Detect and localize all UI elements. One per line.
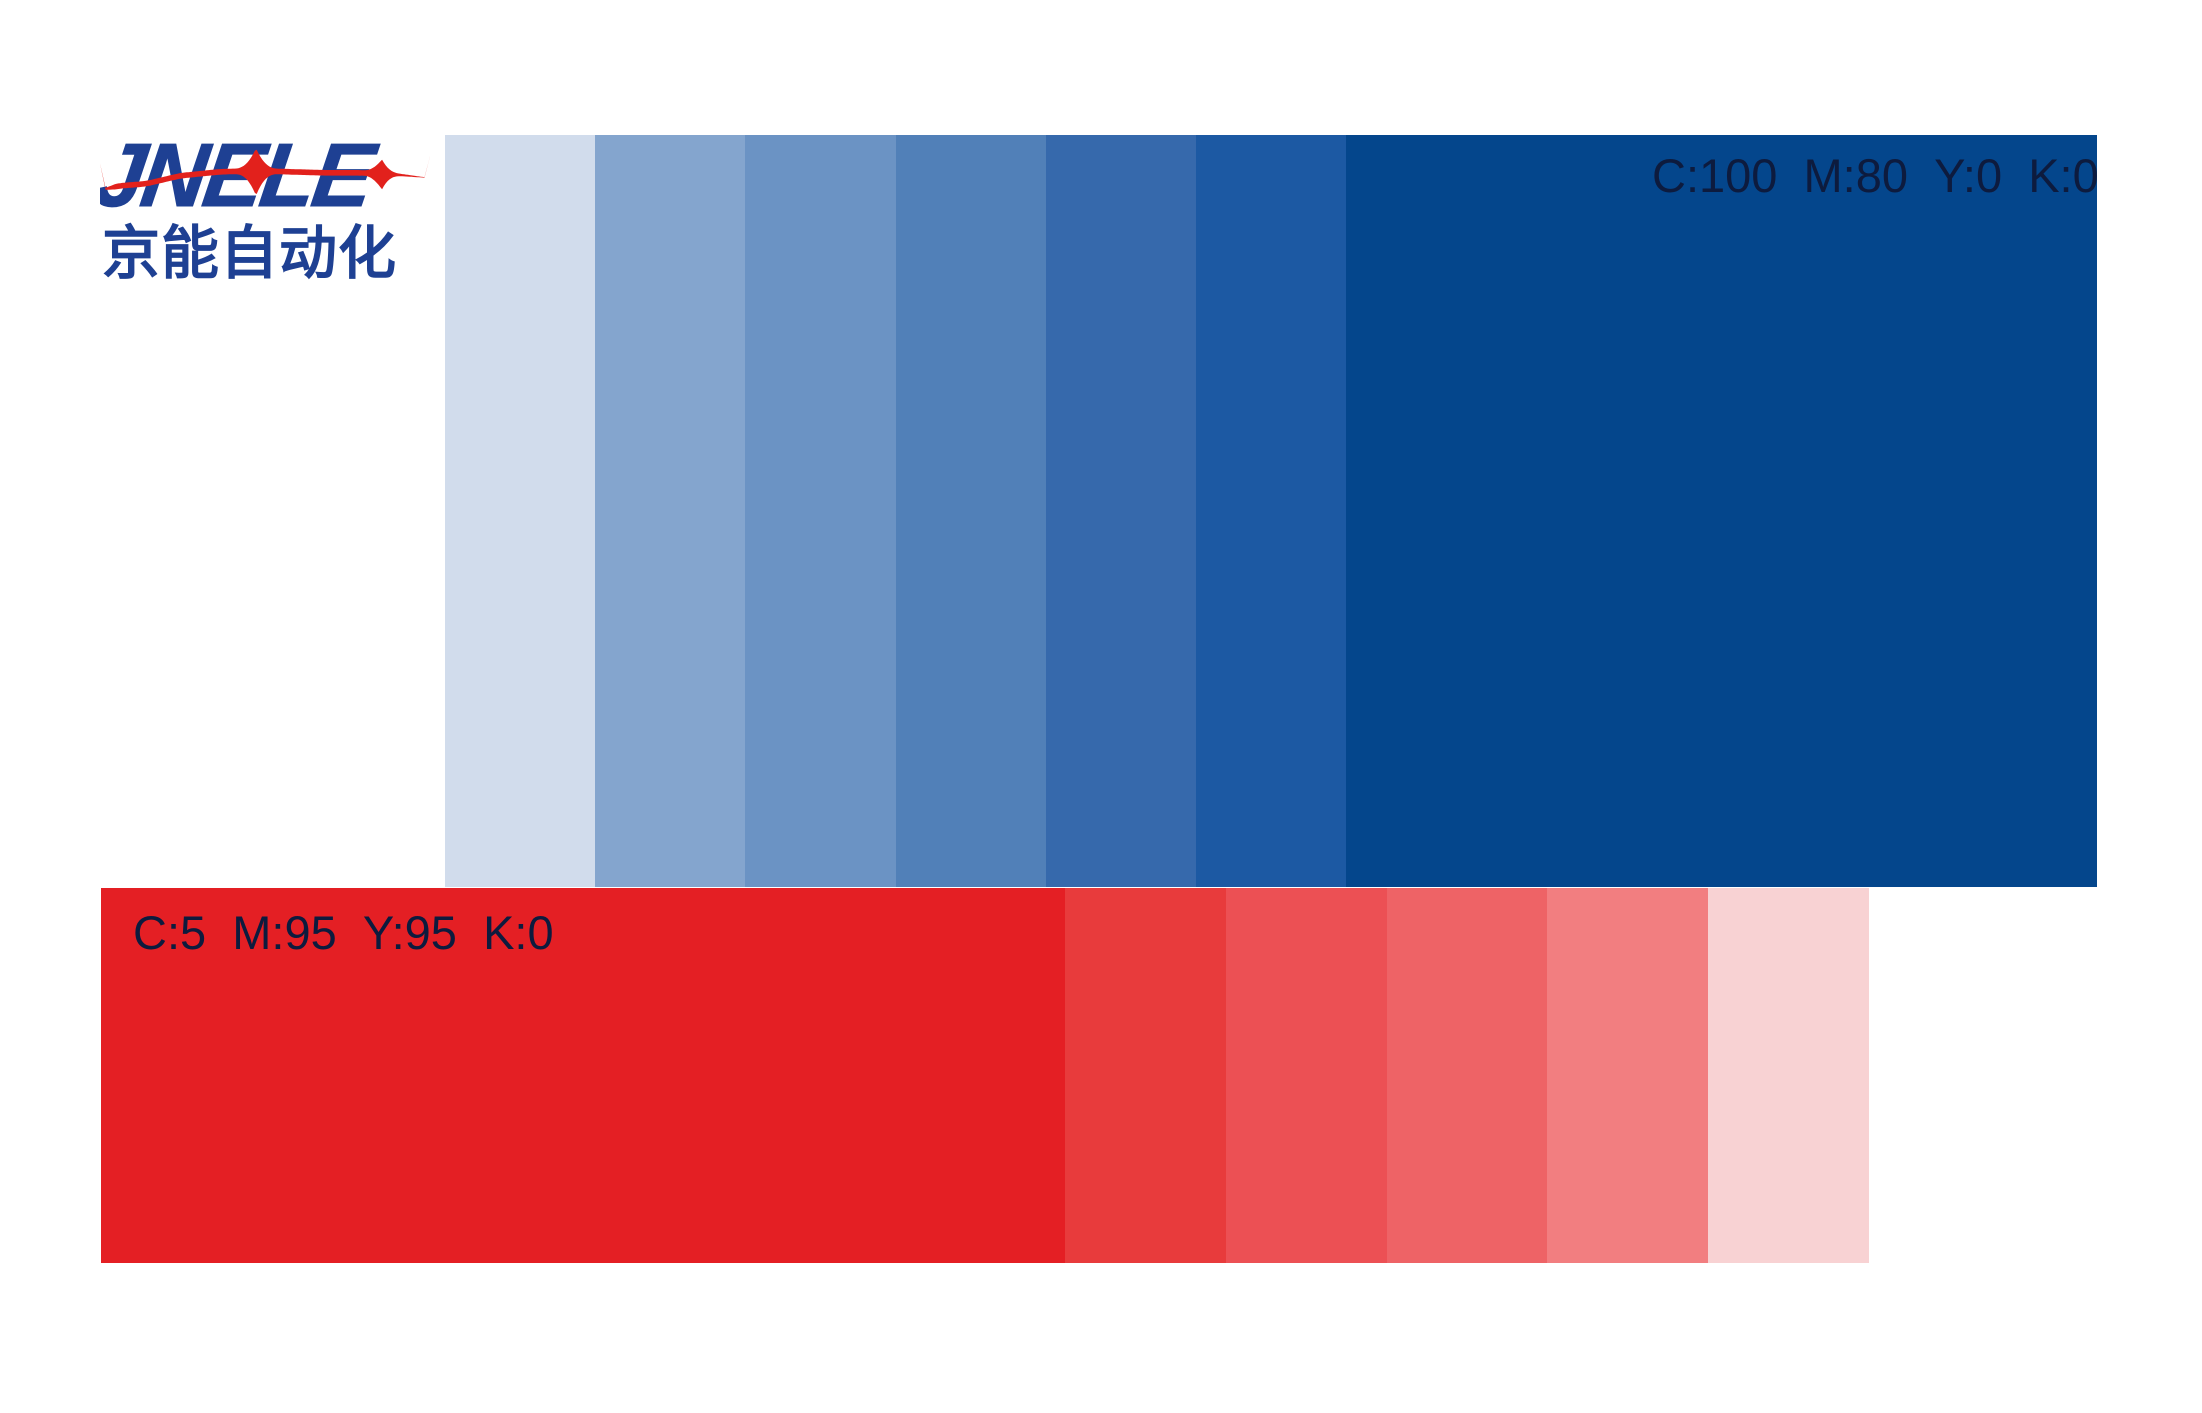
svg-text:京能自动化: 京能自动化 (102, 221, 397, 286)
svg-text:JNELE: JNELE (100, 128, 383, 226)
